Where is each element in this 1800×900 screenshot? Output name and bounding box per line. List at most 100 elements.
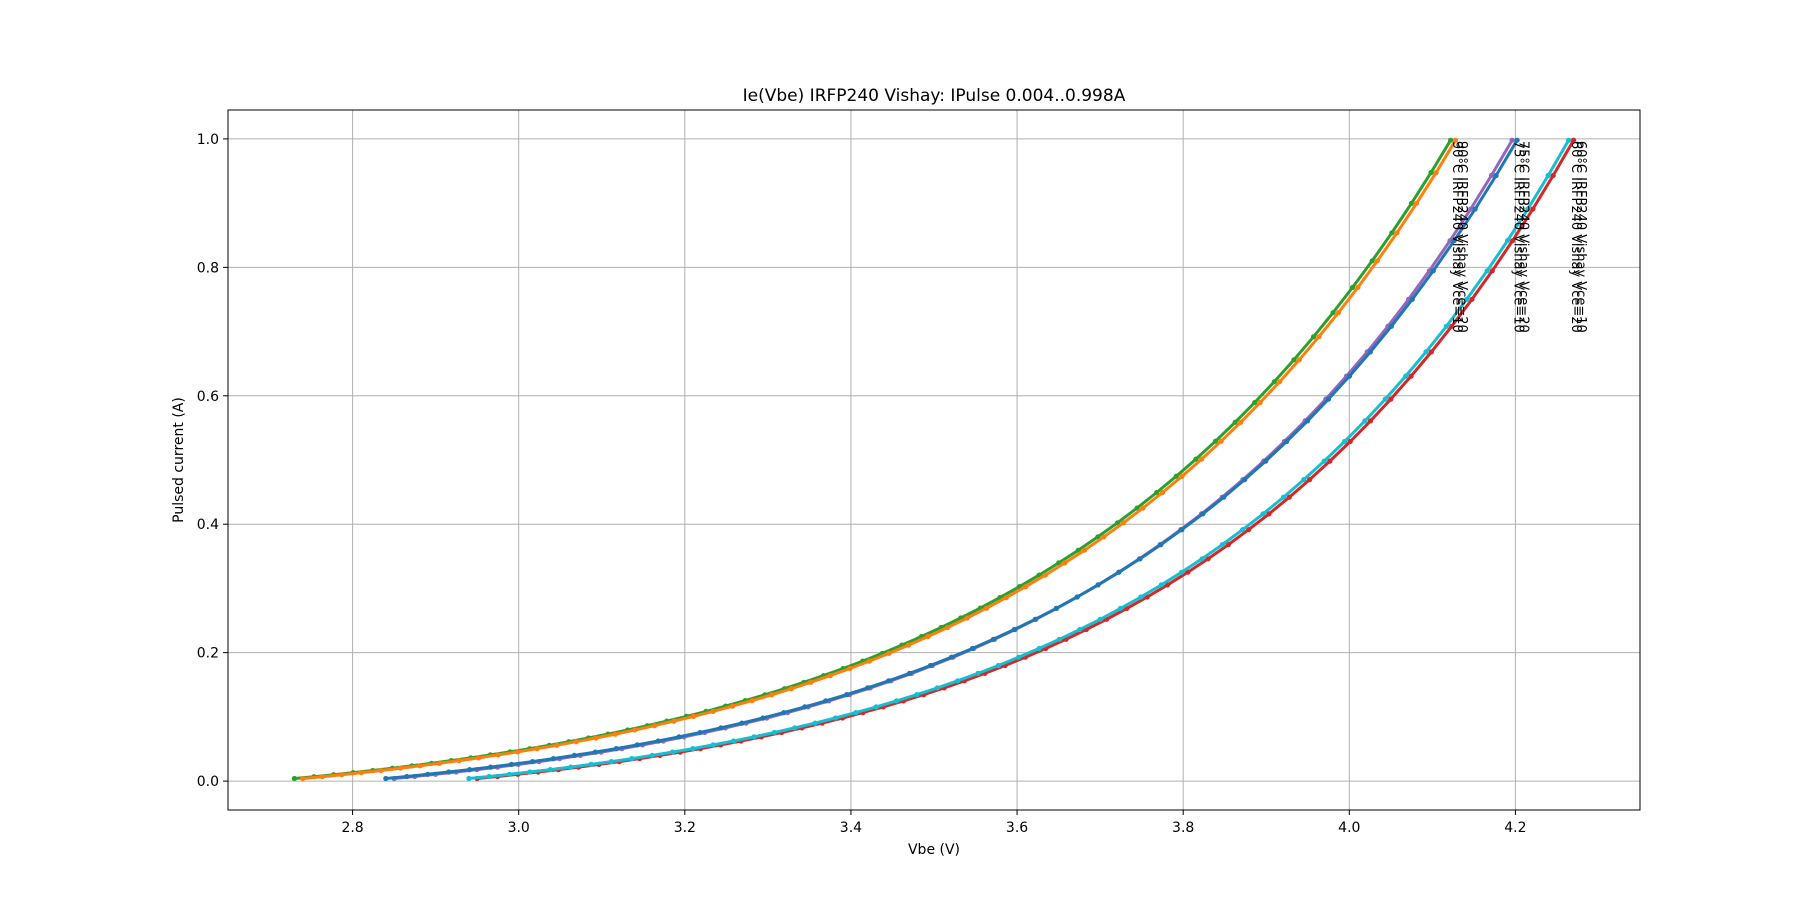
data-point [945, 624, 951, 631]
data-point [1011, 626, 1017, 633]
data-point [529, 759, 536, 765]
data-point [893, 698, 900, 704]
series-end-label: 60°C IRFP240 Vishay Vce=10 [1573, 141, 1588, 333]
data-point [671, 718, 677, 724]
data-point [1193, 456, 1199, 462]
plot-frame [227, 109, 1641, 811]
data-point [669, 749, 676, 755]
data-point [731, 738, 737, 744]
data-point [507, 771, 513, 777]
data-point [1179, 569, 1185, 575]
data-point [1101, 534, 1107, 540]
data-point [751, 734, 757, 740]
data-point [948, 654, 955, 660]
x-tick-label: 4.0 [1338, 820, 1360, 836]
data-point [1316, 334, 1322, 340]
series-layer [291, 137, 1577, 782]
data-point [1242, 477, 1248, 483]
data-point [1307, 477, 1313, 483]
data-point [1238, 419, 1244, 425]
x-tick-label: 3.8 [1172, 820, 1194, 836]
data-point [608, 759, 615, 765]
y-tick-label: 1.0 [197, 132, 219, 148]
data-point [1571, 137, 1577, 143]
data-point [1179, 527, 1185, 533]
data-point [547, 767, 553, 773]
data-point [466, 775, 472, 782]
data-point [1430, 268, 1436, 274]
data-point [832, 715, 839, 721]
data-point [1218, 438, 1224, 444]
data-point [1137, 556, 1143, 562]
chart-title: Ie(Vbe) IRFP240 Vishay: IPulse 0.004..0.… [743, 86, 1126, 106]
data-point [1095, 534, 1101, 540]
data-point [1205, 556, 1211, 562]
data-point [1525, 206, 1531, 212]
data-point [886, 678, 892, 684]
data-point [847, 665, 853, 672]
data-point [934, 685, 940, 691]
y-tick-label: 0.2 [197, 646, 219, 662]
data-point [710, 708, 716, 715]
x-tick-label: 3.6 [1006, 820, 1028, 836]
data-point [1081, 547, 1087, 553]
data-point [1284, 438, 1290, 445]
data-point [527, 769, 533, 775]
data-point [1286, 494, 1292, 500]
y-tick-label: 0.0 [197, 774, 219, 790]
series-end-label: 90°C IRFP240 Vishay Vce=10 [1449, 141, 1464, 333]
data-point [1469, 296, 1475, 302]
data-point [486, 773, 492, 780]
data-point [495, 752, 501, 758]
data-point [593, 735, 599, 741]
x-tick-label: 2.8 [341, 820, 363, 836]
data-point [1185, 569, 1191, 575]
data-point [1296, 357, 1302, 363]
series-end-label: 75°C IRFP240 Vishay Vce=10 [1511, 141, 1526, 333]
data-point [1221, 494, 1227, 500]
data-point [319, 774, 325, 780]
data-point [925, 633, 931, 640]
data-point [1117, 605, 1124, 612]
data-point [1225, 542, 1231, 548]
data-point [1200, 511, 1206, 517]
y-tick-label: 0.4 [197, 517, 219, 533]
data-point [1280, 494, 1287, 500]
data-point [1263, 458, 1269, 464]
data-point [1246, 527, 1252, 533]
series-end-label: 90°C IRFP240 Vishay Vce=20 [1454, 141, 1469, 333]
data-point [383, 775, 389, 782]
data-point [1199, 456, 1205, 462]
data-point [456, 758, 462, 764]
data-point [476, 755, 482, 761]
data-point [1493, 172, 1499, 179]
data-point [1388, 323, 1394, 329]
data-point [1053, 605, 1059, 612]
data-point [1367, 418, 1374, 424]
data-point [1566, 137, 1572, 143]
data-point [905, 642, 912, 648]
data-point [1173, 473, 1179, 479]
data-point [651, 723, 658, 729]
data-point [291, 775, 297, 782]
data-point [515, 749, 521, 755]
data-point [1158, 582, 1164, 588]
data-point [1140, 505, 1146, 511]
data-point [1120, 520, 1126, 526]
data-point [571, 752, 578, 759]
data-point [914, 692, 920, 698]
data-point [1342, 438, 1348, 445]
data-point [1484, 268, 1490, 274]
data-point [1310, 334, 1317, 340]
data-point [1056, 636, 1062, 642]
data-point [1158, 542, 1164, 548]
data-point [710, 742, 716, 748]
data-point [378, 767, 384, 774]
data-point [1252, 399, 1258, 406]
data-point [1409, 296, 1415, 302]
data-point [534, 746, 540, 752]
data-point [969, 645, 976, 652]
data-point [1114, 520, 1121, 526]
